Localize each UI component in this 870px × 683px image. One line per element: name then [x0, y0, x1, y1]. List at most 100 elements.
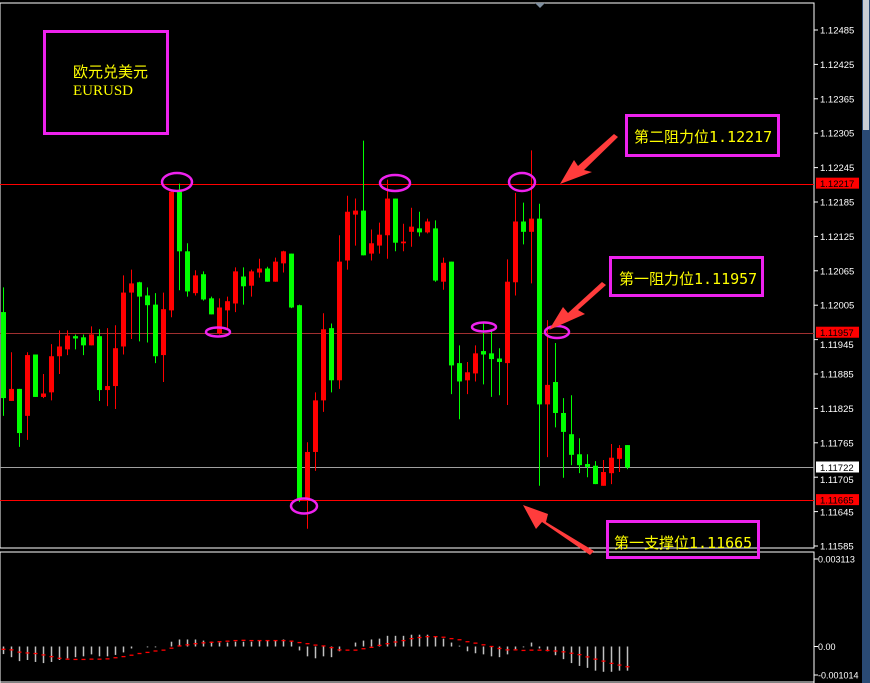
- main-panel-border: [0, 2, 815, 549]
- support1-text: 第一支撑位1.11665: [614, 534, 753, 552]
- price-tag: [816, 326, 859, 338]
- scrollbar[interactable]: [862, 0, 870, 683]
- candle-down: [521, 221, 526, 232]
- candle-down: [561, 412, 566, 432]
- candle-up: [609, 457, 614, 474]
- candle-down: [73, 336, 78, 339]
- resistance2-text: 第二阻力位1.12217: [634, 128, 773, 146]
- candle-down: [329, 328, 334, 381]
- y-tick-label: 0.00: [818, 642, 836, 652]
- y-tick-label: 1.12485: [820, 26, 854, 37]
- highlight-circle: [160, 171, 194, 193]
- highlight-circle: [470, 321, 498, 333]
- y-tick-label: 1.12365: [820, 94, 854, 105]
- bid-tag-label: 1.11722: [820, 463, 854, 474]
- candle-down: [577, 454, 582, 466]
- y-tick-label: 1.11705: [820, 475, 854, 486]
- symbol-label-box: 欧元兑美元 EURUSD: [43, 30, 169, 135]
- candle-down: [569, 434, 574, 455]
- candle-down: [201, 274, 206, 300]
- shift-marker-icon: [535, 3, 545, 8]
- candle-up: [9, 388, 14, 401]
- candle-down: [297, 305, 302, 499]
- candle-down: [433, 228, 438, 281]
- candle-down: [137, 282, 142, 297]
- candle-down: [97, 336, 102, 391]
- candle-down: [537, 218, 542, 405]
- candle-up: [41, 393, 46, 397]
- candle-down: [393, 198, 398, 243]
- candle-down: [241, 276, 246, 287]
- candle-up: [65, 335, 70, 350]
- candle-down: [265, 268, 270, 282]
- candle-up: [233, 271, 238, 304]
- level-lines: [0, 184, 814, 501]
- candle-down: [81, 337, 86, 346]
- candle-down: [497, 358, 502, 362]
- candle-up: [377, 234, 382, 246]
- candle-down: [209, 298, 214, 315]
- candle-down: [177, 191, 182, 252]
- chart-frame: [0, 2, 815, 683]
- candle-up: [161, 309, 166, 356]
- price-tag-label: 1.12217: [820, 179, 854, 190]
- candle-down: [17, 388, 22, 434]
- candle-up: [57, 346, 62, 357]
- candle-up: [601, 472, 606, 486]
- arrow-icon: [523, 505, 594, 555]
- highlight-circle: [378, 173, 412, 193]
- candle-up: [305, 451, 310, 499]
- indicator-panel: 0.003113 0.00 -0.001014: [0, 555, 859, 683]
- candle-up: [513, 221, 518, 283]
- y-tick-label: 1.11645: [820, 508, 854, 519]
- candle-up: [545, 384, 550, 405]
- candle-up: [617, 447, 622, 459]
- candle-up: [121, 292, 126, 347]
- highlight-circle: [204, 326, 232, 338]
- candle-up: [273, 261, 278, 282]
- candle-down: [361, 210, 366, 256]
- price-tag: [816, 494, 859, 506]
- candle-down: [489, 353, 494, 360]
- candle-up: [337, 261, 342, 381]
- candle-up: [169, 191, 174, 311]
- candle-up: [401, 241, 406, 244]
- symbol-code: EURUSD: [73, 83, 134, 99]
- candle-down: [585, 464, 590, 467]
- candle-up: [249, 271, 254, 286]
- indicator-panel-border: [0, 551, 815, 683]
- candle-up: [89, 334, 94, 346]
- candle-up: [441, 262, 446, 282]
- symbol-name-cn: 欧元兑美元: [73, 63, 149, 81]
- candle-up: [49, 356, 54, 393]
- candle-down: [457, 363, 462, 382]
- candle-down: [289, 253, 294, 308]
- candle-up: [193, 275, 198, 294]
- candle-up: [225, 301, 230, 311]
- candle-up: [113, 348, 118, 387]
- resistance1-label: 第一阻力位1.11957: [609, 256, 764, 297]
- candles: [1, 140, 630, 529]
- y-tick-label: 1.12305: [820, 129, 854, 140]
- y-tick-label: 1.11765: [820, 438, 854, 449]
- arrow-icon: [549, 282, 606, 330]
- support1-label: 第一支撑位1.11665: [606, 520, 760, 559]
- candle-up: [385, 198, 390, 236]
- candle-up: [105, 386, 110, 391]
- price-tag-label: 1.11665: [820, 496, 854, 507]
- candle-up: [129, 283, 134, 293]
- y-tick-label: -0.001014: [818, 671, 859, 681]
- candle-down: [481, 351, 486, 355]
- candle-up: [529, 218, 534, 232]
- y-tick-label: 1.11885: [820, 370, 854, 381]
- y-tick-label: 1.12245: [820, 163, 854, 174]
- candle-down: [625, 445, 630, 468]
- scrollbar-thumb[interactable]: [863, 0, 869, 130]
- resistance2-label: 第二阻力位1.12217: [625, 114, 780, 157]
- y-tick-label: 1.11945: [820, 340, 854, 351]
- highlight-circle: [543, 324, 571, 340]
- arrow-icon: [560, 134, 618, 184]
- candle-up: [217, 307, 222, 334]
- candle-down: [553, 382, 558, 413]
